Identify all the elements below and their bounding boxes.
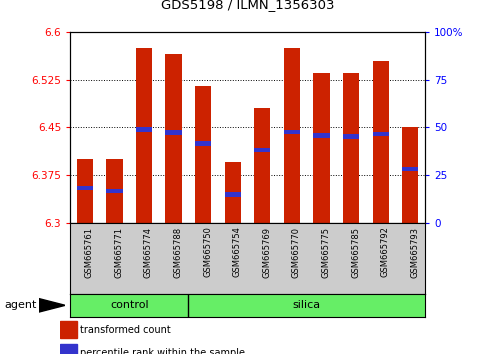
Text: GSM665775: GSM665775 (322, 227, 330, 278)
Text: agent: agent (5, 300, 37, 310)
Bar (343, 134, 359, 138)
Text: GDS5198 / ILMN_1356303: GDS5198 / ILMN_1356303 (161, 0, 334, 11)
Bar (284, 130, 300, 134)
Text: GSM665761: GSM665761 (85, 227, 94, 278)
Text: GSM665792: GSM665792 (381, 227, 390, 278)
Bar (136, 48, 152, 223)
Bar (77, 186, 93, 190)
Bar (313, 133, 329, 138)
Bar (195, 141, 211, 145)
Bar (254, 108, 270, 223)
Text: GSM665770: GSM665770 (292, 227, 301, 278)
FancyBboxPatch shape (60, 344, 77, 354)
Bar (372, 132, 389, 136)
Text: GSM665788: GSM665788 (173, 227, 183, 278)
Text: silica: silica (293, 300, 321, 310)
Bar (343, 73, 359, 223)
Bar (166, 54, 182, 223)
Text: GSM665754: GSM665754 (233, 227, 242, 278)
Bar (225, 162, 241, 223)
Text: control: control (110, 300, 148, 310)
Text: GSM665774: GSM665774 (144, 227, 153, 278)
Bar (284, 48, 300, 223)
Text: transformed count: transformed count (80, 325, 171, 335)
Bar (77, 159, 93, 223)
Bar (372, 61, 389, 223)
Text: GSM665769: GSM665769 (262, 227, 271, 278)
Text: GSM665785: GSM665785 (351, 227, 360, 278)
Bar (106, 159, 123, 223)
Bar (195, 86, 211, 223)
Polygon shape (39, 298, 65, 312)
Bar (225, 192, 241, 196)
Text: percentile rank within the sample: percentile rank within the sample (80, 348, 245, 354)
FancyBboxPatch shape (60, 321, 77, 338)
Bar (402, 167, 418, 171)
Bar (166, 130, 182, 135)
Bar (254, 148, 270, 152)
Text: GSM665750: GSM665750 (203, 227, 212, 278)
Bar (313, 73, 329, 223)
Text: GSM665771: GSM665771 (114, 227, 124, 278)
Bar (402, 127, 418, 223)
Bar (106, 189, 123, 193)
Text: GSM665793: GSM665793 (410, 227, 419, 278)
Bar (136, 127, 152, 132)
